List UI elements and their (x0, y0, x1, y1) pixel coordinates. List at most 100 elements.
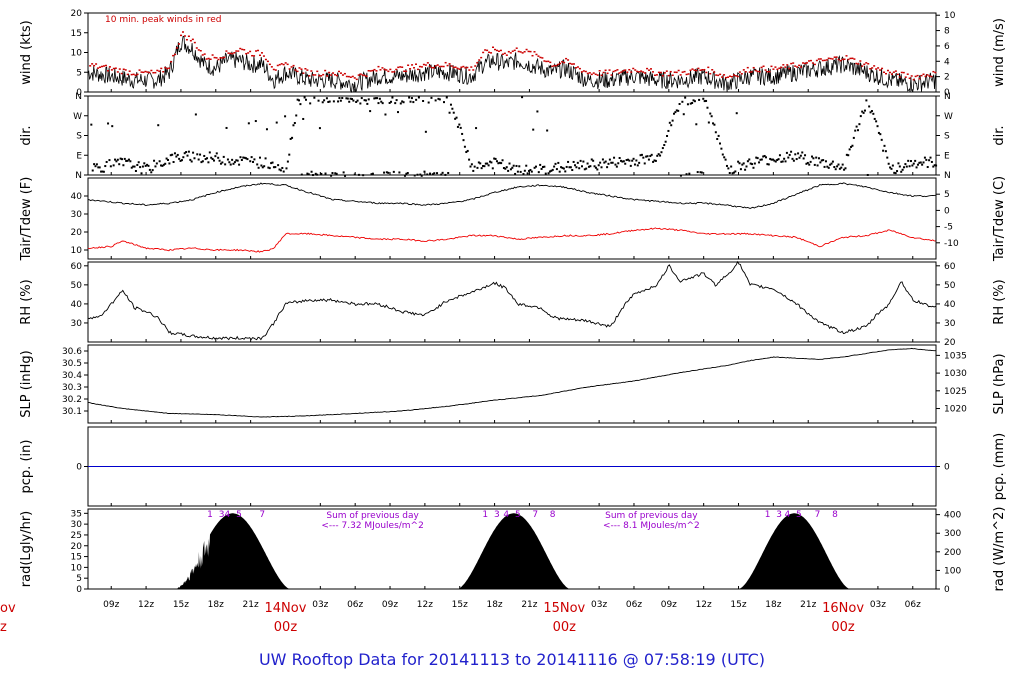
direction-point (371, 172, 374, 175)
direction-point (109, 165, 112, 168)
gust-point (693, 69, 696, 71)
gust-point (727, 76, 730, 78)
gust-point (162, 71, 165, 73)
gust-point (154, 71, 157, 74)
direction-point (424, 130, 427, 133)
gust-point (586, 72, 589, 75)
gust-point (253, 55, 256, 57)
gust-point (738, 71, 741, 73)
gust-point (140, 71, 143, 73)
gust-point (859, 60, 862, 62)
gust-point (286, 63, 289, 66)
direction-point (341, 96, 344, 99)
gust-point (266, 60, 269, 63)
gust-point (784, 66, 787, 68)
gust-point (124, 69, 127, 71)
direction-point (928, 159, 931, 162)
gust-point (112, 67, 115, 70)
direction-point (748, 158, 751, 161)
gust-point (602, 71, 605, 74)
day-hour-label: 00z (553, 620, 577, 635)
gust-point (515, 47, 518, 49)
direction-point (628, 159, 631, 162)
gust-point (780, 66, 783, 69)
direction-point (734, 170, 737, 173)
gust-point (705, 71, 708, 74)
gust-point (778, 67, 781, 69)
y-tick-label-right: 2 (944, 73, 950, 83)
gust-point (438, 65, 441, 68)
direction-point (437, 97, 440, 100)
direction-point (625, 159, 628, 162)
direction-point (884, 150, 887, 153)
y-label-left: wind (kts) (19, 20, 34, 84)
direction-point (168, 162, 171, 165)
direction-point (164, 162, 167, 165)
gust-point (770, 65, 773, 68)
sun-hour-marker: 4 (503, 510, 509, 520)
direction-point (633, 163, 636, 166)
y-tick-label-left: 0 (76, 463, 82, 473)
y-label-left: rad(Lgly/hr) (19, 511, 34, 587)
gust-point (760, 66, 763, 69)
gust-point (555, 64, 558, 67)
sun-hour-marker: 3 (219, 510, 225, 520)
direction-point (887, 162, 890, 165)
direction-point (185, 151, 188, 154)
direction-point (165, 157, 168, 160)
direction-point (844, 167, 847, 170)
direction-point (724, 158, 727, 161)
gust-point (290, 66, 293, 68)
direction-point (494, 157, 497, 160)
direction-point (466, 149, 469, 152)
direction-point (801, 151, 804, 154)
gust-point (598, 70, 601, 72)
direction-point (774, 160, 777, 163)
direction-point (763, 154, 766, 157)
gust-point (264, 58, 267, 61)
direction-point (536, 110, 539, 113)
direction-point (334, 172, 337, 175)
gust-point (580, 71, 583, 73)
direction-point (604, 160, 607, 163)
direction-point (112, 164, 115, 167)
direction-point (126, 159, 129, 162)
direction-point (97, 166, 100, 169)
y-tick-label-right: 4 (944, 57, 950, 67)
direction-point (854, 129, 857, 132)
gust-point (829, 57, 832, 60)
direction-point (643, 162, 646, 165)
gust-point (262, 55, 265, 57)
direction-point (161, 164, 164, 167)
y-tick-label-right: 10 (944, 11, 956, 21)
gust-point (148, 71, 151, 74)
direction-point (645, 155, 648, 158)
gust-point (766, 70, 769, 73)
direction-point (830, 162, 833, 165)
gust-point (391, 71, 394, 73)
y-label-right: SLP (hPa) (992, 353, 1007, 414)
direction-point (430, 96, 433, 99)
gust-point (245, 52, 248, 55)
gust-point (608, 69, 611, 71)
gust-point (501, 53, 504, 55)
direction-point (427, 101, 430, 104)
direction-point (857, 129, 860, 132)
gust-point (227, 52, 230, 54)
direction-point (618, 156, 621, 159)
direction-point (547, 172, 550, 175)
direction-point (433, 172, 436, 175)
direction-point (682, 113, 685, 116)
direction-point (271, 161, 274, 164)
gust-point (492, 46, 495, 49)
direction-point (509, 168, 512, 171)
direction-point (215, 152, 218, 155)
direction-point (391, 96, 394, 99)
y-tick-label-right: 20 (944, 338, 956, 348)
gust-point (347, 75, 350, 78)
direction-point (516, 170, 519, 173)
direction-point (426, 173, 429, 176)
left-cut-hour-label: z (0, 620, 7, 635)
gust-point (128, 70, 131, 72)
gust-point (146, 71, 149, 73)
